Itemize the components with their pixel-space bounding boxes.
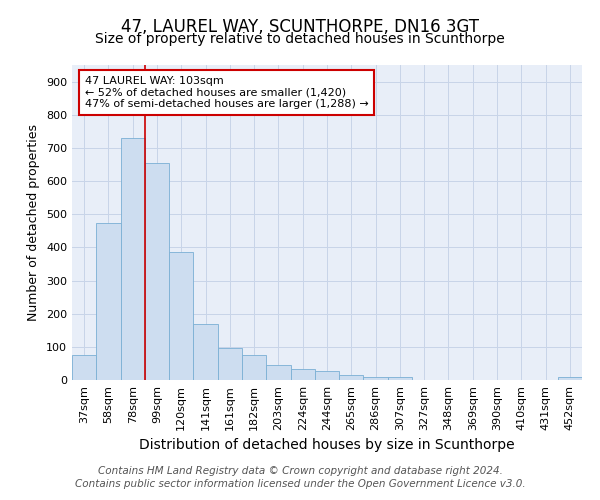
Text: Contains HM Land Registry data © Crown copyright and database right 2024.: Contains HM Land Registry data © Crown c… <box>98 466 502 476</box>
Text: 47, LAUREL WAY, SCUNTHORPE, DN16 3GT: 47, LAUREL WAY, SCUNTHORPE, DN16 3GT <box>121 18 479 36</box>
Text: 47 LAUREL WAY: 103sqm
← 52% of detached houses are smaller (1,420)
47% of semi-d: 47 LAUREL WAY: 103sqm ← 52% of detached … <box>85 76 368 109</box>
Bar <box>388 376 412 380</box>
Text: Size of property relative to detached houses in Scunthorpe: Size of property relative to detached ho… <box>95 32 505 46</box>
Bar <box>121 138 145 380</box>
Bar <box>266 365 290 380</box>
Bar <box>193 324 218 380</box>
Bar <box>290 369 315 380</box>
Y-axis label: Number of detached properties: Number of detached properties <box>28 124 40 321</box>
Bar <box>145 163 169 380</box>
Bar <box>339 375 364 380</box>
Bar <box>218 348 242 380</box>
Bar <box>364 376 388 380</box>
Bar <box>558 378 582 380</box>
Bar <box>72 355 96 380</box>
Bar <box>315 370 339 380</box>
Bar <box>96 222 121 380</box>
Text: Contains public sector information licensed under the Open Government Licence v3: Contains public sector information licen… <box>74 479 526 489</box>
X-axis label: Distribution of detached houses by size in Scunthorpe: Distribution of detached houses by size … <box>139 438 515 452</box>
Bar <box>169 252 193 380</box>
Bar <box>242 355 266 380</box>
